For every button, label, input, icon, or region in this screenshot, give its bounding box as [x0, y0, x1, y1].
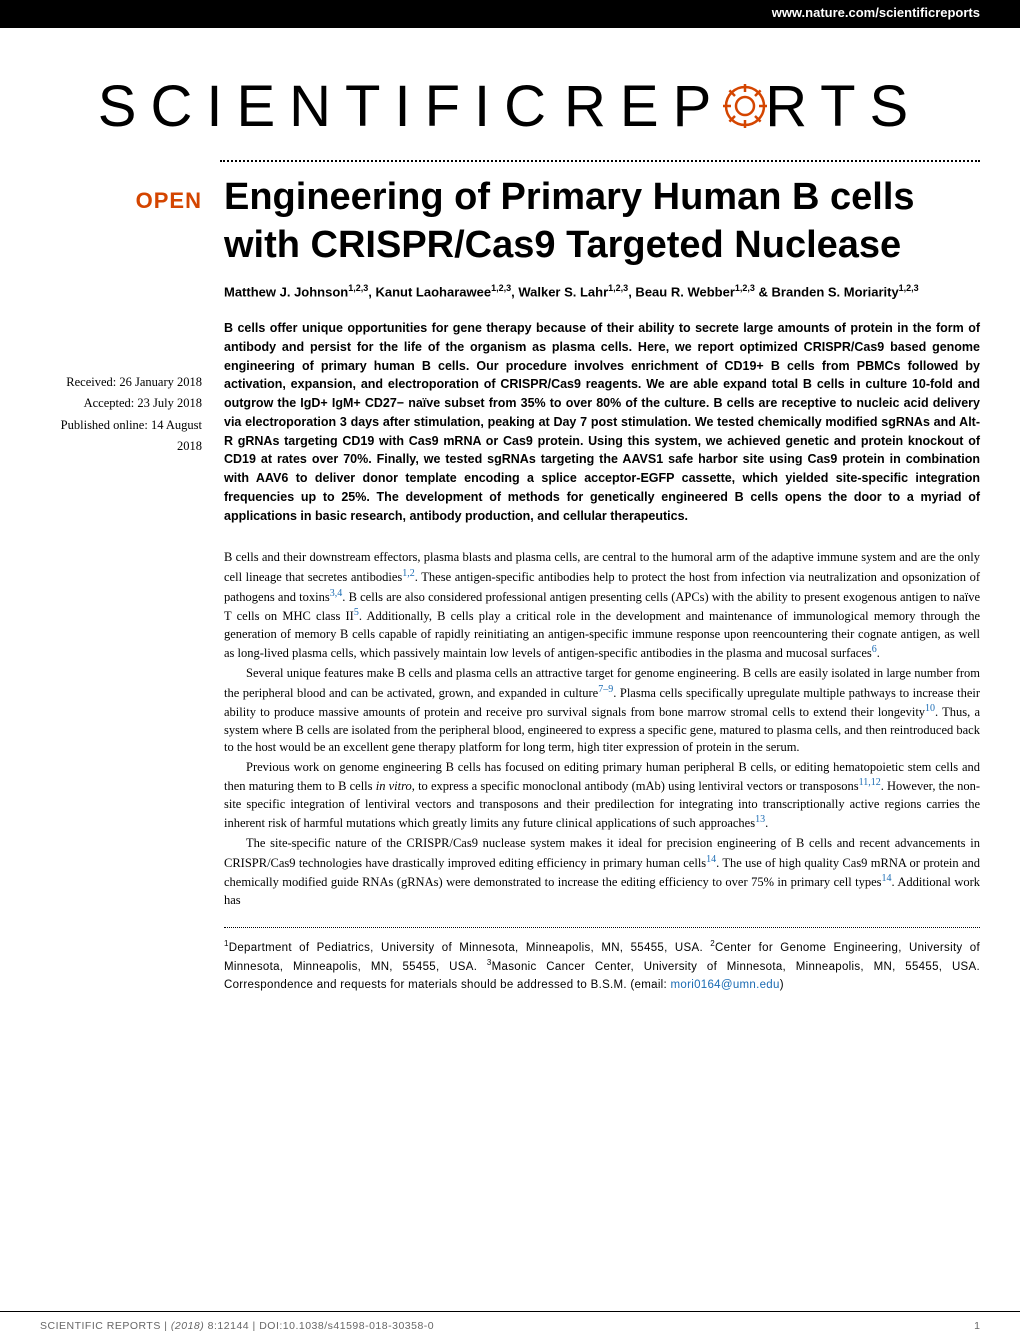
ref-link[interactable]: 14 [706, 854, 716, 865]
date-published: Published online: 14 August 2018 [40, 415, 202, 458]
abstract: B cells offer unique opportunities for g… [224, 319, 980, 525]
content-wrap: OPEN Received: 26 January 2018 Accepted:… [0, 162, 1020, 994]
header-bar: www.nature.com/scientificreports [0, 0, 1020, 28]
header-url[interactable]: www.nature.com/scientificreports [772, 5, 980, 20]
gear-icon [721, 82, 769, 130]
right-column: Engineering of Primary Human B cells wit… [220, 174, 980, 994]
body-text: B cells and their downstream effectors, … [224, 549, 980, 909]
article-title: Engineering of Primary Human B cells wit… [224, 174, 980, 269]
page-number: 1 [974, 1320, 980, 1332]
author-list: Matthew J. Johnson1,2,3, Kanut Laoharawe… [224, 281, 980, 303]
ref-link[interactable]: 13 [755, 814, 765, 825]
body-para-3: Previous work on genome engineering B ce… [224, 759, 980, 833]
ref-link[interactable]: 7–9 [598, 684, 613, 695]
left-column: OPEN Received: 26 January 2018 Accepted:… [40, 174, 220, 994]
ref-link[interactable]: 11,12 [859, 777, 881, 788]
page-footer: SCIENTIFIC REPORTS | (2018) 8:12144 | DO… [0, 1311, 1020, 1340]
body-para-4: The site-specific nature of the CRISPR/C… [224, 835, 980, 909]
date-accepted: Accepted: 23 July 2018 [40, 393, 202, 414]
article-dates: Received: 26 January 2018 Accepted: 23 J… [40, 372, 202, 457]
logo-part2: REP [564, 74, 725, 139]
body-para-1: B cells and their downstream effectors, … [224, 549, 980, 663]
logo-part1: SCIENTIFIC [98, 74, 560, 139]
corresponding-email[interactable]: mori0164@umn.edu [671, 979, 780, 991]
footer-citation: SCIENTIFIC REPORTS | (2018) 8:12144 | DO… [40, 1320, 434, 1332]
body-para-2: Several unique features make B cells and… [224, 665, 980, 757]
logo-part3: RTS [765, 74, 922, 139]
ref-link[interactable]: 10 [925, 703, 935, 714]
ref-link[interactable]: 14 [882, 873, 892, 884]
ref-link[interactable]: 1,2 [402, 568, 415, 579]
affiliations-divider [224, 927, 980, 928]
ref-link[interactable]: 3,4 [330, 588, 343, 599]
open-access-badge: OPEN [40, 188, 202, 214]
date-received: Received: 26 January 2018 [40, 372, 202, 393]
affiliations: 1Department of Pediatrics, University of… [224, 938, 980, 993]
journal-logo: SCIENTIFIC REP RTS [0, 28, 1020, 160]
